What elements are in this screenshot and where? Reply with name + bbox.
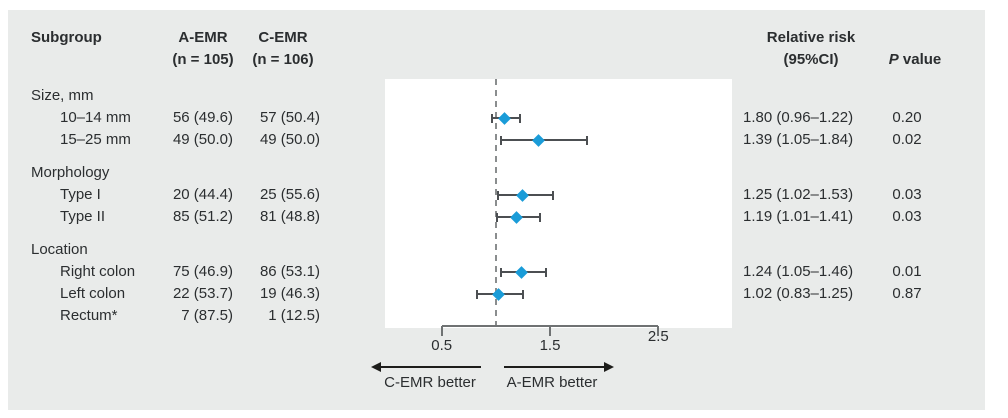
- row-subgroup-label: 15–25 mm: [60, 131, 131, 148]
- ci-cap-low: [497, 190, 500, 200]
- ci-cap-low: [490, 113, 493, 123]
- row-subgroup-label: Right colon: [60, 263, 136, 280]
- ci-cap-high: [518, 113, 521, 123]
- column-header-aemr-n: (n = 105): [172, 51, 234, 68]
- ci-cap-high: [521, 289, 524, 299]
- cell-cemr-count: 81 (48.8): [259, 208, 320, 225]
- cell-cemr-count: 86 (53.1): [259, 263, 320, 280]
- cell-p-value: 0.02: [892, 131, 922, 148]
- row-group-label: Size, mm: [31, 87, 94, 104]
- cell-relative-risk: 1.19 (1.01–1.41): [743, 208, 854, 225]
- row-subgroup-label: Type II: [60, 208, 106, 225]
- cell-aemr-count: 49 (50.0): [172, 131, 233, 148]
- ci-cap-low: [500, 135, 503, 145]
- cell-p-value: 0.03: [892, 186, 922, 203]
- cell-aemr-count: 22 (53.7): [172, 285, 233, 302]
- cell-relative-risk: 1.02 (0.83–1.25): [743, 285, 854, 302]
- column-header-subgroup: Subgroup: [31, 29, 102, 46]
- ci-cap-low: [500, 267, 503, 277]
- ci-cap-high: [585, 135, 588, 145]
- cell-aemr-count: 7 (87.5): [181, 307, 233, 324]
- cell-relative-risk: 1.24 (1.05–1.46): [743, 263, 854, 280]
- row-group-label: Morphology: [31, 164, 110, 181]
- cell-relative-risk: 1.25 (1.02–1.53): [743, 186, 854, 203]
- column-header-p-value: P value: [877, 52, 953, 68]
- left-arrow-head-icon: [371, 362, 381, 372]
- column-header-cemr-n: (n = 106): [252, 51, 314, 68]
- column-header-cemr: C-EMR: [258, 29, 308, 46]
- ci-cap-high: [552, 190, 555, 200]
- ci-cap-high: [544, 267, 547, 277]
- column-header-95ci: (95%CI): [783, 51, 839, 68]
- row-subgroup-label: Type I: [60, 186, 101, 203]
- right-arrow-line: [504, 366, 604, 368]
- cell-cemr-count: 19 (46.3): [259, 285, 320, 302]
- cell-aemr-count: 56 (49.6): [172, 109, 233, 126]
- cell-p-value: 0.03: [892, 208, 922, 225]
- direction-label-aemr-better: A-EMR better: [506, 374, 598, 391]
- row-subgroup-label: Rectum*: [60, 307, 118, 324]
- direction-label-cemr-better: C-EMR better: [384, 374, 476, 391]
- row-subgroup-label: Left colon: [60, 285, 126, 302]
- cell-p-value: 0.20: [892, 109, 922, 126]
- column-header-relative-risk: Relative risk: [766, 29, 856, 46]
- cell-p-value: 0.87: [892, 285, 922, 302]
- cell-relative-risk: 1.39 (1.05–1.84): [743, 131, 854, 148]
- p-value-header-italic-p: P: [888, 51, 899, 68]
- row-group-label: Location: [31, 241, 88, 258]
- axis-tick-label: 0.5: [431, 337, 453, 354]
- cell-aemr-count: 75 (46.9): [172, 263, 233, 280]
- axis-tick: [440, 326, 443, 336]
- cell-cemr-count: 49 (50.0): [259, 131, 320, 148]
- reference-line-rr-1: [495, 79, 497, 326]
- cell-cemr-count: 57 (50.4): [259, 109, 320, 126]
- p-value-header-rest: value: [898, 51, 942, 68]
- ci-cap-low: [476, 289, 479, 299]
- cell-p-value: 0.01: [892, 263, 922, 280]
- cell-relative-risk: 1.80 (0.96–1.22): [743, 109, 854, 126]
- left-arrow-line: [380, 366, 481, 368]
- axis-tick-label: 2.5: [647, 328, 669, 345]
- axis-tick: [549, 326, 552, 336]
- column-header-aemr: A-EMR: [178, 29, 228, 46]
- ci-cap-high: [539, 212, 542, 222]
- cell-cemr-count: 25 (55.6): [259, 186, 320, 203]
- plot-area: [385, 79, 732, 328]
- axis-tick-label: 1.5: [539, 337, 561, 354]
- right-arrow-head-icon: [604, 362, 614, 372]
- ci-cap-low: [495, 212, 498, 222]
- cell-aemr-count: 20 (44.4): [172, 186, 233, 203]
- cell-aemr-count: 85 (51.2): [172, 208, 233, 225]
- cell-cemr-count: 1 (12.5): [268, 307, 320, 324]
- row-subgroup-label: 10–14 mm: [60, 109, 131, 126]
- axis-tick: [657, 326, 660, 336]
